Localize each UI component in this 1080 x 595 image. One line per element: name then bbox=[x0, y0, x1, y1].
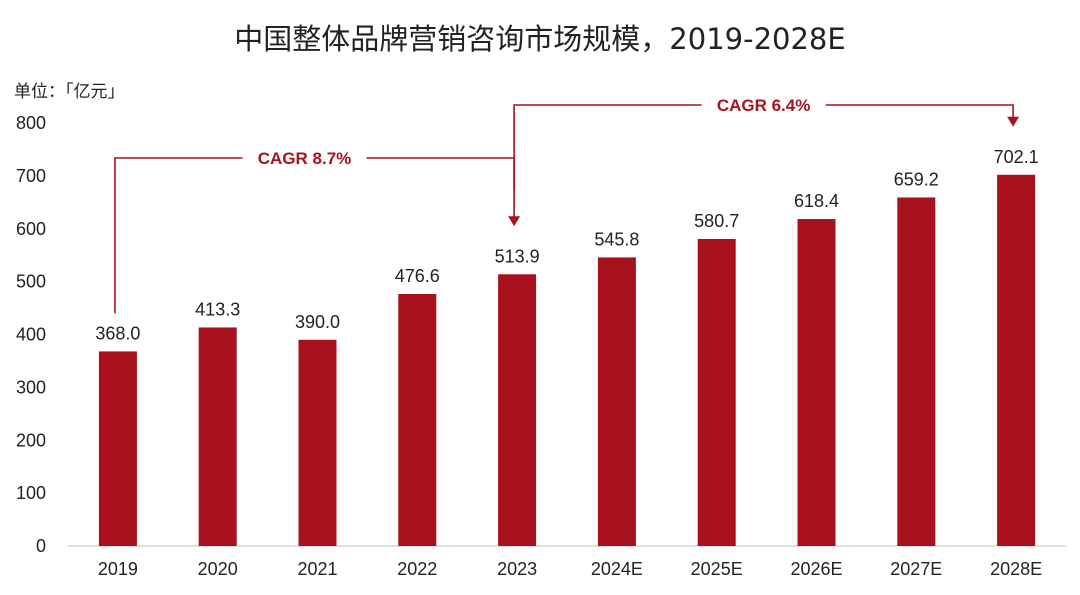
data-label: 545.8 bbox=[594, 229, 639, 249]
cagr-arrowhead bbox=[508, 216, 521, 227]
data-label: 390.0 bbox=[295, 312, 340, 332]
x-tick-label: 2020 bbox=[198, 559, 238, 579]
data-label: 413.3 bbox=[195, 299, 240, 319]
data-label: 618.4 bbox=[794, 191, 839, 211]
cagr-label: CAGR 6.4% bbox=[717, 96, 811, 115]
cagr-bracket-line bbox=[513, 104, 1014, 191]
bar bbox=[398, 293, 437, 546]
data-label: 368.0 bbox=[95, 323, 140, 343]
x-tick-label: 2025E bbox=[691, 559, 743, 579]
chart-title: 中国整体品牌营销咨询市场规模，2019-2028E bbox=[234, 22, 846, 56]
y-tick-label: 400 bbox=[16, 325, 46, 345]
y-tick-label: 700 bbox=[16, 166, 46, 186]
cagr-bracket-line bbox=[114, 157, 515, 314]
x-tick-label: 2026E bbox=[790, 559, 842, 579]
x-tick-label: 2027E bbox=[890, 559, 942, 579]
y-tick-label: 500 bbox=[16, 272, 46, 292]
y-tick-label: 0 bbox=[36, 536, 46, 556]
label-layer: 2019 368.0 2020 413.3 2021 390.0 2022 476.6 2023… bbox=[95, 147, 1042, 579]
bar bbox=[797, 219, 836, 546]
y-tick-label: 800 bbox=[16, 113, 46, 133]
x-tick-label: 2024E bbox=[591, 559, 643, 579]
bar bbox=[997, 174, 1036, 546]
data-label: 580.7 bbox=[694, 211, 739, 231]
data-label: 659.2 bbox=[894, 169, 939, 189]
bar bbox=[597, 257, 636, 546]
x-tick-label: 2022 bbox=[397, 559, 437, 579]
y-tick-label: 200 bbox=[16, 430, 46, 450]
bar bbox=[98, 351, 137, 546]
x-tick-label: 2028E bbox=[990, 559, 1042, 579]
bar bbox=[498, 274, 537, 546]
bar bbox=[198, 327, 237, 546]
x-tick-label: 2023 bbox=[497, 559, 537, 579]
data-label: 702.1 bbox=[994, 147, 1039, 167]
y-tick-label: 600 bbox=[16, 219, 46, 239]
data-label: 513.9 bbox=[495, 246, 540, 266]
bar-layer bbox=[98, 174, 1036, 546]
x-tick-label: 2021 bbox=[297, 559, 337, 579]
bar bbox=[298, 339, 337, 546]
data-label: 476.6 bbox=[395, 266, 440, 286]
unit-label: 单位：「亿元」 bbox=[14, 82, 125, 102]
y-tick-label: 100 bbox=[16, 483, 46, 503]
y-tick-label: 300 bbox=[16, 377, 46, 397]
cagr-arrowhead bbox=[1007, 116, 1020, 127]
bar bbox=[697, 238, 736, 546]
annotation-layer: CAGR 8.7% CAGR 6.4% bbox=[114, 96, 1020, 314]
cagr-label: CAGR 8.7% bbox=[258, 149, 352, 168]
x-tick-label: 2019 bbox=[98, 559, 138, 579]
bar bbox=[897, 197, 936, 546]
